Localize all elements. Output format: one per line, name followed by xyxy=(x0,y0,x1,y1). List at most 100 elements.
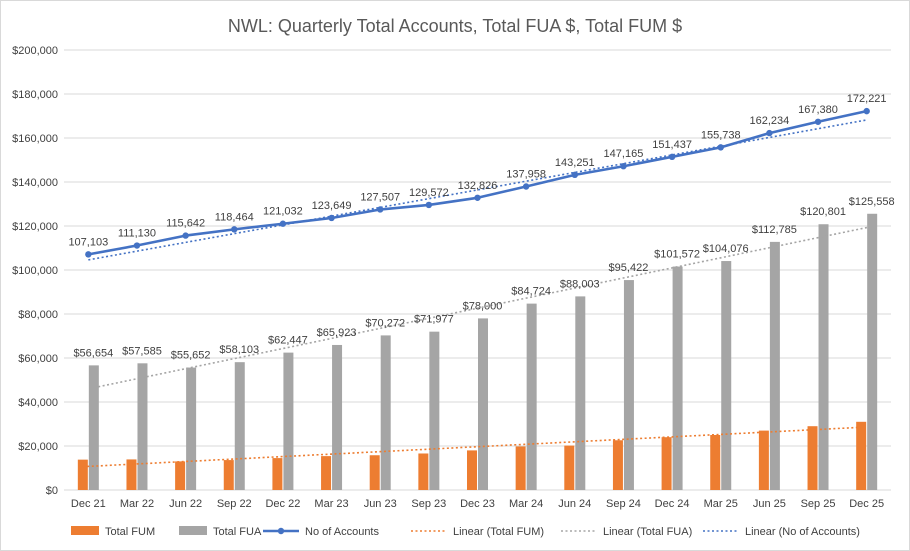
accounts-data-label: 115,642 xyxy=(166,218,205,230)
accounts-marker xyxy=(717,144,724,151)
legend-item: Linear (Total FUA) xyxy=(561,526,692,538)
x-tick-label: Jun 24 xyxy=(558,498,591,510)
legend-item: Linear (No of Accounts) xyxy=(703,526,860,538)
y-tick-label: $80,000 xyxy=(18,309,58,321)
x-axis: Dec 21 Mar 22 Jun 22 Sep 22 Dec 22 Mar 23 Jun … xyxy=(71,498,884,510)
bar-total-fua xyxy=(818,224,829,490)
bar-total-fua xyxy=(623,280,634,490)
accounts-marker xyxy=(668,153,676,161)
x-tick-label: Dec 25 xyxy=(849,498,884,510)
bar-total-fum xyxy=(77,459,88,490)
accounts-data-label: 123,649 xyxy=(312,200,352,212)
y-tick-label: $100,000 xyxy=(12,265,58,277)
fua-data-label: $71,977 xyxy=(414,314,454,326)
bar-total-fum xyxy=(758,430,769,490)
bar-total-fua xyxy=(429,331,440,490)
x-tick-label: Dec 24 xyxy=(655,498,690,510)
bar-total-fua xyxy=(526,303,537,490)
fua-data-label: $104,076 xyxy=(703,243,749,255)
x-tick-label: Sep 23 xyxy=(411,498,446,510)
x-tick-label: Mar 22 xyxy=(120,498,154,510)
fua-data-label: $112,785 xyxy=(752,224,797,236)
bar-total-fum xyxy=(175,461,186,490)
accounts-data-label: 167,380 xyxy=(798,104,838,116)
bar-total-fua xyxy=(478,318,488,490)
legend-label: Linear (No of Accounts) xyxy=(745,526,860,538)
accounts-data-label: 155,738 xyxy=(701,129,741,141)
accounts-marker xyxy=(425,201,433,209)
bar-total-fua xyxy=(88,365,99,490)
x-tick-label: Mar 24 xyxy=(509,498,543,510)
accounts-data-label: 147,165 xyxy=(604,148,644,160)
bar-total-fum xyxy=(612,440,623,490)
bar-total-fua xyxy=(332,344,343,490)
accounts-marker xyxy=(766,129,773,137)
y-tick-label: $200,000 xyxy=(12,45,58,57)
accounts-data-label: 162,234 xyxy=(749,115,789,127)
bar-total-fum xyxy=(126,459,137,490)
fua-data-label: $88,003 xyxy=(560,278,600,290)
accounts-data-label: 118,464 xyxy=(215,211,254,223)
bar-total-fua xyxy=(380,335,391,490)
x-tick-label: Mar 25 xyxy=(704,498,738,510)
fua-data-label: $70,272 xyxy=(365,317,405,329)
legend-item: Total FUM xyxy=(71,526,155,538)
bar-total-fum xyxy=(418,453,429,490)
accounts-data-label: 143,251 xyxy=(555,157,595,169)
bar-total-fum xyxy=(321,456,332,490)
accounts-data-label: 127,507 xyxy=(360,191,400,203)
x-tick-label: Sep 22 xyxy=(217,498,252,510)
bar-total-fum xyxy=(807,426,818,490)
accounts-data-label: 151,437 xyxy=(652,139,692,151)
trendlines xyxy=(82,119,873,468)
accounts-marker xyxy=(133,242,141,249)
bar-total-fua xyxy=(721,261,732,490)
bar-total-fua xyxy=(769,241,780,490)
accounts-marker xyxy=(85,251,92,258)
bar-total-fua xyxy=(137,363,148,490)
y-tick-label: $60,000 xyxy=(18,353,58,365)
fua-data-label: $57,585 xyxy=(122,345,162,357)
y-tick-label: $120,000 xyxy=(12,221,58,233)
legend-label: Total FUM xyxy=(105,526,155,538)
x-tick-label: Dec 23 xyxy=(460,498,495,510)
x-tick-label: Dec 22 xyxy=(265,498,300,510)
accounts-marker xyxy=(328,214,335,222)
bar-total-fum xyxy=(515,446,526,490)
accounts-marker xyxy=(377,206,384,213)
bar-total-fua xyxy=(672,266,683,490)
accounts-data-label: 111,130 xyxy=(118,228,156,240)
bar-total-fua xyxy=(234,362,245,490)
bar-total-fua xyxy=(575,296,586,490)
fua-data-label: $101,572 xyxy=(654,249,700,261)
bar-total-fua xyxy=(186,367,197,490)
bar-total-fua xyxy=(867,213,878,490)
y-tick-label: $40,000 xyxy=(18,397,58,409)
legend-item: Total FUA xyxy=(179,526,262,538)
y-tick-label: $180,000 xyxy=(12,89,58,101)
y-tick-label: $140,000 xyxy=(12,177,58,189)
accounts-data-label: 137,958 xyxy=(506,168,546,180)
fua-data-label: $65,923 xyxy=(317,327,357,339)
x-tick-label: Jun 22 xyxy=(169,498,202,510)
fua-data-label: $95,422 xyxy=(609,262,649,274)
fua-data-label: $125,558 xyxy=(849,196,895,208)
legend-marker xyxy=(277,527,285,535)
accounts-data-label: 129,572 xyxy=(409,187,449,199)
accounts-marker xyxy=(474,194,481,201)
x-tick-label: Mar 23 xyxy=(314,498,348,510)
bar-series xyxy=(77,213,878,490)
legend-label: Total FUA xyxy=(213,526,262,538)
bar-total-fum xyxy=(223,460,234,490)
accounts-data-label: 172,221 xyxy=(847,93,887,105)
trendline xyxy=(82,426,862,468)
bar-total-fua xyxy=(283,352,294,490)
fua-data-label: $62,447 xyxy=(268,335,308,347)
fua-data-label: $84,724 xyxy=(511,286,551,298)
accounts-marker xyxy=(814,118,822,125)
legend-swatch xyxy=(179,526,207,535)
data-labels: $56,654 $57,585 $55,652 $58,103 $62,447 $65,9… xyxy=(68,93,894,361)
accounts-marker xyxy=(571,171,578,179)
